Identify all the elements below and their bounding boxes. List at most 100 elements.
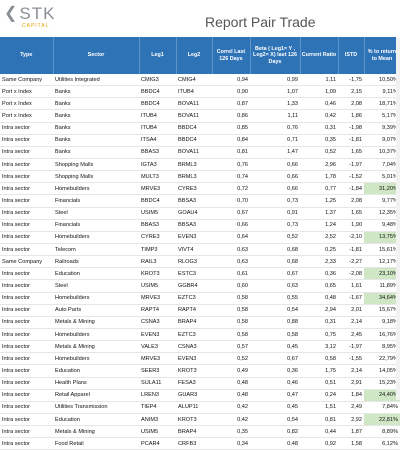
table-row[interactable]: Intra sector Utilities Transmission TIEP4 A… <box>0 401 400 414</box>
col-ratio-header[interactable]: Current Ratio <box>300 37 339 74</box>
cell-sector: Education <box>53 267 139 281</box>
table-row[interactable]: Intra sector Shopping Malls IGTA3 BRML3 0,76… <box>0 158 400 172</box>
table-row[interactable]: Intra sector Education KROT3 ESTC3 0,61 0,67 0… <box>0 267 400 281</box>
table-row[interactable]: Intra sector Shopping Malls MULT3 BRML3 0,74… <box>0 170 400 184</box>
cell-ratio: 1,37 <box>300 207 338 220</box>
cell-type: Intra sector <box>0 377 53 390</box>
cell-istd: 2,01 <box>338 304 364 317</box>
table-row[interactable]: Same Company Utilities Integrated CMIG3 CMI… <box>0 74 400 87</box>
table-row[interactable]: Same Company Railroads RAIL3 RLOG3 0,63 0,68 2… <box>0 255 400 269</box>
cell-return: 22,81% <box>364 413 400 427</box>
col-istd-header[interactable]: ISTD <box>338 37 365 74</box>
cell-ratio: 0,46 <box>300 97 338 111</box>
cell-ratio: 0,81 <box>300 413 338 427</box>
cell-beta: 0,67 <box>250 267 300 281</box>
vertical-scrollbar[interactable] <box>396 37 400 400</box>
cell-ratio: 1,09 <box>300 85 338 99</box>
table-row[interactable]: Intra sector Homebuilders EVEN3 EZTC3 0,58 0,… <box>0 328 400 342</box>
cell-beta: 0,99 <box>250 74 300 87</box>
cell-sector: Metals & Mining <box>53 425 139 439</box>
table-row[interactable]: Intra sector Health Plans SULA11 FESA3 0,48 0… <box>0 377 400 390</box>
cell-beta: 0,36 <box>250 364 300 378</box>
table-row[interactable]: Intra sector Education ANIM3 KROT3 0,42 0,54 0… <box>0 413 400 427</box>
cell-sector: Retail Apparel <box>53 389 139 402</box>
cell-correl: 0,87 <box>212 97 250 111</box>
cell-return: 9,11% <box>364 85 400 99</box>
cell-correl: 0,34 <box>212 437 250 450</box>
cell-beta: 0,48 <box>250 437 300 450</box>
cell-leg2: BRML3 <box>176 158 212 172</box>
table-row[interactable]: Intra sector Metals & Mining CSNA3 BRAP4 0,5… <box>0 316 400 329</box>
cell-return: 12,17% <box>364 255 400 269</box>
cell-ratio: 0,77 <box>300 182 338 196</box>
table-row[interactable]: Intra sector Steel USIM5 GGBR4 0,60 0,63 0,65 1… <box>0 279 400 293</box>
cell-return: 22,79% <box>364 352 400 366</box>
cell-return: 10,37% <box>364 146 400 159</box>
table-row[interactable]: Intra sector Banks ITUB4 BBDC4 0,85 0,76 0,31-… <box>0 122 400 135</box>
table-row[interactable]: Intra sector Financials BBAS3 BBSA3 0,66 0,73… <box>0 219 400 232</box>
cell-beta: 1,47 <box>250 146 300 159</box>
table-row[interactable]: Port x Index Banks BBDC4 ITUB4 0,90 1,07 1,09 2… <box>0 85 400 99</box>
chevron-left-icon: ❮ <box>4 5 19 22</box>
cell-beta: 0,54 <box>250 413 300 427</box>
table-row[interactable]: Intra sector Metals & Mining USIM5 BRAP4 0,3… <box>0 425 400 439</box>
cell-correl: 0,35 <box>212 425 250 439</box>
cell-type: Port x Index <box>0 97 53 111</box>
table-row[interactable]: Intra sector Homebuilders MRVE3 EVEN3 0,52 0,… <box>0 352 400 366</box>
cell-sector: Steel <box>53 207 139 220</box>
cell-leg2: ESTC3 <box>176 267 212 281</box>
cell-return: 10,50% <box>364 74 400 87</box>
logo-subtext: CAPITAL <box>22 23 50 29</box>
cell-beta: 0,45 <box>250 401 300 414</box>
table-row[interactable]: Port x Index Banks BBDC4 BOVA11 0,87 1,33 0,46… <box>0 97 400 111</box>
table-row[interactable]: Intra sector Telecom TIMP3 VIVT4 0,63 0,68 0,2… <box>0 243 400 257</box>
col-leg2-header[interactable]: Leg2 <box>176 37 213 74</box>
cell-correl: 0,58 <box>212 328 250 342</box>
cell-ratio: 0,24 <box>300 389 338 402</box>
cell-sector: Education <box>53 364 139 378</box>
table-row[interactable]: Port x Index Banks ITUB4 BOVA11 0,86 1,11 0,42… <box>0 109 400 123</box>
table-row[interactable]: Intra sector Homebuilders CYRE3 EVEN3 0,64 0,… <box>0 231 400 244</box>
col-correl-header[interactable]: Correl Last 126 Days <box>212 37 251 74</box>
cell-istd: 2,15 <box>338 85 364 99</box>
table-row[interactable]: Intra sector Banks ITSA4 BBDC4 0,84 0,71 0,35-… <box>0 134 400 147</box>
table-row[interactable]: Intra sector Homebuilders MRVE3 CYRE3 0,72 0,… <box>0 182 400 196</box>
cell-sector: Shopping Malls <box>53 158 139 172</box>
table-row[interactable]: Intra sector Retail Apparel LREN3 GUAR3 0,48… <box>0 389 400 402</box>
cell-istd: -1,97 <box>338 340 364 354</box>
cell-beta: 0,68 <box>250 255 300 269</box>
table-row[interactable]: Intra sector Food Retail PCAR4 CRFB3 0,34 0,4… <box>0 437 400 450</box>
table-row[interactable]: Intra sector Education SEER3 KROT3 0,49 0,36 1… <box>0 364 400 378</box>
col-beta-header[interactable]: Beta ( Leg1= Y , Leg2= X) last 126 Days <box>250 37 301 74</box>
col-return-header[interactable]: % to return to Mean <box>364 37 400 74</box>
report-title: Report Pair Trade <box>205 14 316 30</box>
table-row[interactable]: Intra sector Metals & Mining VALE3 CSNA3 0,5… <box>0 340 400 354</box>
table-row[interactable]: Intra sector Financials BBDC4 BBSA3 0,70 0,73… <box>0 194 400 208</box>
cell-correl: 0,85 <box>212 122 250 135</box>
cell-leg1: CYRE3 <box>139 231 176 244</box>
col-sector-header[interactable]: Sector <box>53 37 140 74</box>
cell-beta: 1,07 <box>250 85 300 99</box>
cell-type: Intra sector <box>0 170 53 184</box>
cell-leg1: TIMP3 <box>139 243 176 257</box>
report-header: ❮ STK CAPITAL Report Pair Trade <box>0 0 400 38</box>
cell-ratio: 1,25 <box>300 194 338 208</box>
cell-ratio: 0,31 <box>300 122 338 135</box>
cell-type: Intra sector <box>0 316 53 329</box>
cell-sector: Banks <box>53 85 139 99</box>
cell-leg2: CSNA3 <box>176 340 212 354</box>
table-row[interactable]: Intra sector Steel USIM5 GOAU4 0,67 0,91 1,37 1… <box>0 207 400 220</box>
table-row[interactable]: Intra sector Auto Parts RAPT4 RAPT4 0,58 0,54… <box>0 304 400 317</box>
cell-return: 16,76% <box>364 328 400 342</box>
col-type-header[interactable]: Type <box>0 37 54 74</box>
cell-istd: -1,52 <box>338 170 364 184</box>
cell-ratio: 0,36 <box>300 267 338 281</box>
cell-ratio: 2,33 <box>300 255 338 269</box>
col-leg1-header[interactable]: Leg1 <box>139 37 177 74</box>
cell-ratio: 0,58 <box>300 352 338 366</box>
table-row[interactable]: Intra sector Banks BBAS3 BOVA11 0,81 1,47 0,52… <box>0 146 400 159</box>
table-row[interactable]: Intra sector Homebuilders MRVE3 EZTC3 0,58 0,… <box>0 292 400 305</box>
cell-istd: 2,08 <box>338 97 364 111</box>
cell-return: 13,75% <box>364 231 400 244</box>
cell-sector: Banks <box>53 134 139 147</box>
